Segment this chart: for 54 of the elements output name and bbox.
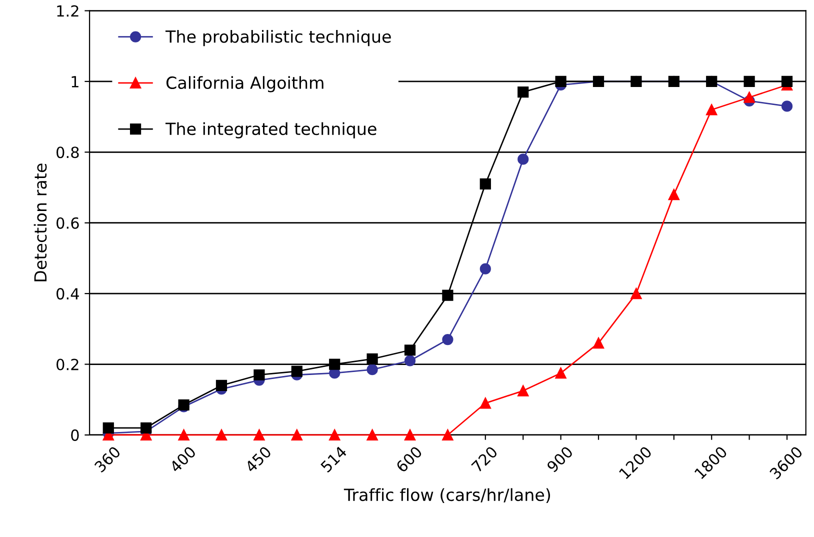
point <box>706 104 718 116</box>
point <box>555 368 566 379</box>
point <box>404 344 416 356</box>
point <box>518 86 529 98</box>
y-tick-label: 1 <box>72 76 78 88</box>
point <box>480 263 491 274</box>
point <box>555 76 566 87</box>
point <box>366 364 378 376</box>
point <box>630 288 642 300</box>
point <box>404 429 416 441</box>
point <box>329 358 340 370</box>
y-tick-label: 0.6 <box>56 217 79 229</box>
point <box>744 76 755 87</box>
point <box>291 366 302 377</box>
legend-label: The integrated technique <box>165 122 376 138</box>
point <box>480 178 491 190</box>
point <box>102 422 114 434</box>
y-axis-title: Detection rate <box>34 164 47 282</box>
point <box>366 353 378 365</box>
point <box>140 422 152 434</box>
point <box>668 189 680 200</box>
point <box>404 355 416 366</box>
point <box>366 429 378 441</box>
point <box>592 338 604 349</box>
x-tick-label: 900 <box>546 446 574 473</box>
x-tick-label: 400 <box>168 446 197 474</box>
x-tick-label: 450 <box>244 446 272 474</box>
point <box>442 429 454 441</box>
point <box>744 92 755 103</box>
point <box>480 398 491 409</box>
y-tick-label: 1.2 <box>57 5 78 17</box>
point <box>442 334 454 346</box>
x-axis-title: Traffic flow (cars/hr/lane) <box>344 488 550 504</box>
point <box>254 429 265 441</box>
point <box>518 154 529 165</box>
y-tick-label: 0 <box>71 429 79 441</box>
point <box>216 429 228 441</box>
point <box>291 429 302 441</box>
point <box>781 100 793 112</box>
point <box>781 76 793 87</box>
legend-label: The probabilistic technique <box>165 30 391 46</box>
legend-label: California Algoithm <box>166 76 324 92</box>
x-tick-label: 600 <box>395 446 423 473</box>
point <box>442 290 454 301</box>
y-tick-label: 0.4 <box>56 288 79 300</box>
point <box>216 380 228 392</box>
point <box>178 429 190 441</box>
y-tick-label: 0.8 <box>56 146 79 158</box>
point <box>329 429 340 441</box>
y-tick-label: 0.2 <box>56 358 78 370</box>
point <box>254 369 265 380</box>
point <box>518 385 529 396</box>
x-tick-label: 360 <box>94 446 122 473</box>
x-tick-label: 720 <box>470 446 498 473</box>
